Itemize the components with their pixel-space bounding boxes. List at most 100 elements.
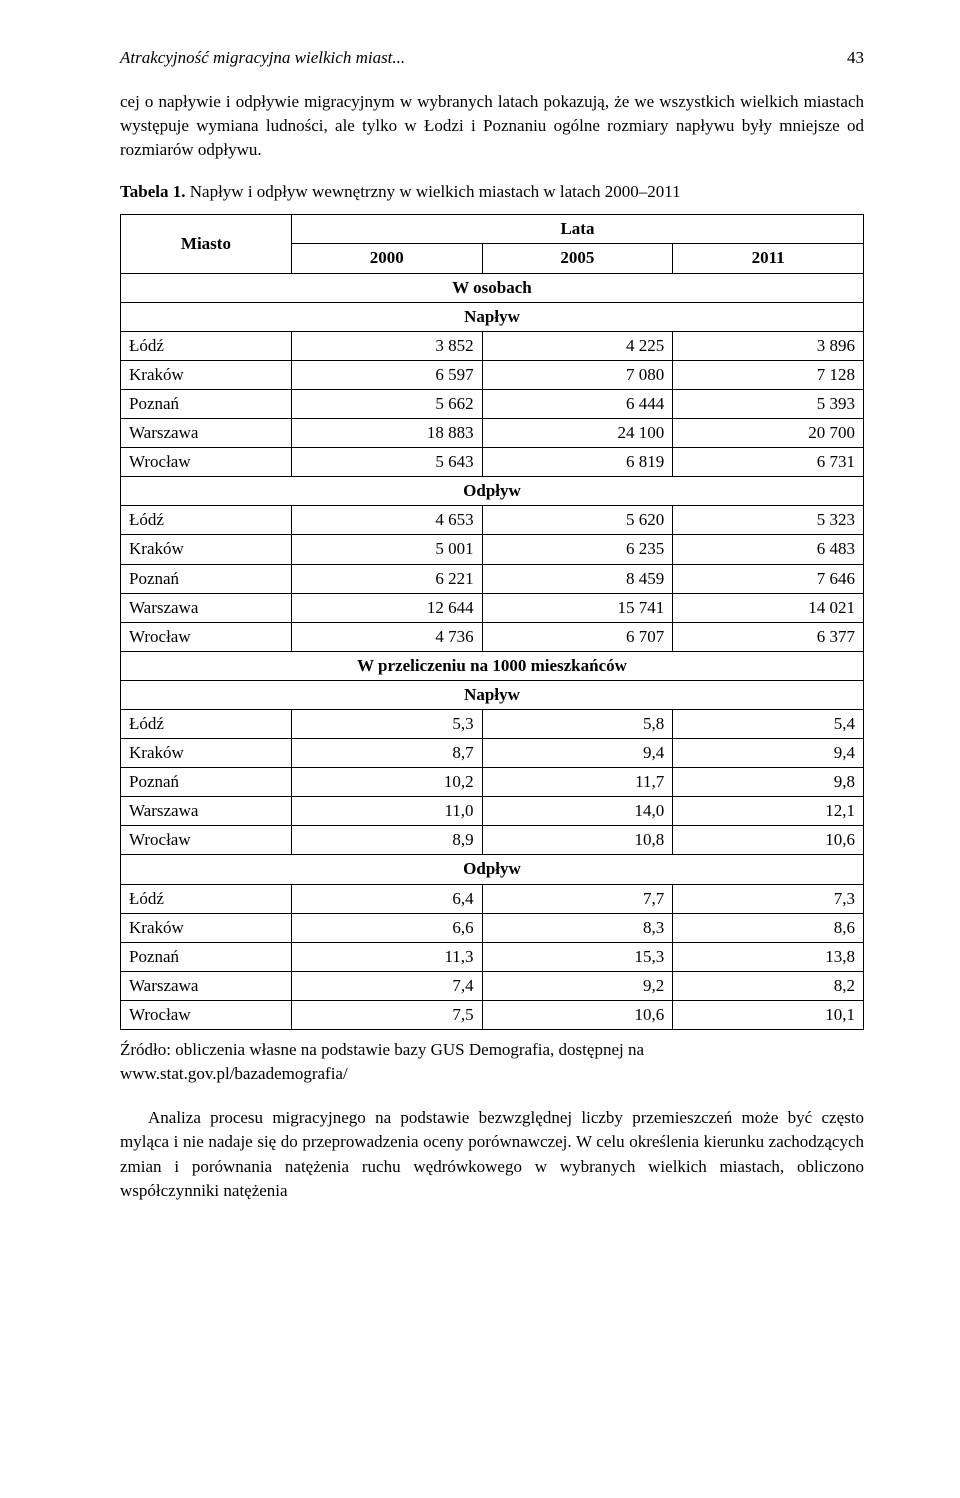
migration-table: Miasto Lata 2000 2005 2011 W osobach Nap… xyxy=(120,214,864,1030)
table-caption-label: Tabela 1. xyxy=(120,182,186,201)
cell-city: Łódź xyxy=(121,506,292,535)
table-caption: Tabela 1. Napływ i odpływ wewnętrzny w w… xyxy=(120,182,864,202)
table-row: Warszawa18 88324 10020 700 xyxy=(121,419,864,448)
table-row: Łódź4 6535 6205 323 xyxy=(121,506,864,535)
cell-val: 8,9 xyxy=(291,826,482,855)
cell-city: Wrocław xyxy=(121,826,292,855)
table-row: Poznań6 2218 4597 646 xyxy=(121,564,864,593)
cell-val: 5,8 xyxy=(482,709,673,738)
table-row: Poznań5 6626 4445 393 xyxy=(121,389,864,418)
running-title: Atrakcyjność migracyjna wielkich miast..… xyxy=(120,48,405,68)
cell-val: 10,6 xyxy=(673,826,864,855)
cell-val: 5 393 xyxy=(673,389,864,418)
table-row: Łódź6,47,77,3 xyxy=(121,884,864,913)
table-row: Kraków5 0016 2356 483 xyxy=(121,535,864,564)
cell-val: 7,3 xyxy=(673,884,864,913)
table-row: Wrocław8,910,810,6 xyxy=(121,826,864,855)
cell-val: 6 707 xyxy=(482,622,673,651)
cell-city: Poznań xyxy=(121,389,292,418)
cell-val: 6 377 xyxy=(673,622,864,651)
cell-val: 10,6 xyxy=(482,1000,673,1029)
table-row: Łódź5,35,85,4 xyxy=(121,709,864,738)
cell-city: Warszawa xyxy=(121,419,292,448)
cell-city: Warszawa xyxy=(121,971,292,1000)
cell-val: 14,0 xyxy=(482,797,673,826)
cell-city: Poznań xyxy=(121,942,292,971)
section-per-1000: W przeliczeniu na 1000 mieszkańców xyxy=(121,651,864,680)
cell-val: 5 643 xyxy=(291,448,482,477)
cell-city: Warszawa xyxy=(121,593,292,622)
table-row: Warszawa7,49,28,2 xyxy=(121,971,864,1000)
section-naplyw-2: Napływ xyxy=(121,680,864,709)
cell-val: 6 444 xyxy=(482,389,673,418)
cell-val: 6,4 xyxy=(291,884,482,913)
cell-val: 6 221 xyxy=(291,564,482,593)
cell-val: 5 323 xyxy=(673,506,864,535)
th-years: Lata xyxy=(291,215,863,244)
cell-val: 7,4 xyxy=(291,971,482,1000)
cell-val: 14 021 xyxy=(673,593,864,622)
table-row: Wrocław7,510,610,1 xyxy=(121,1000,864,1029)
th-2005: 2005 xyxy=(482,244,673,273)
cell-val: 20 700 xyxy=(673,419,864,448)
page: Atrakcyjność migracyjna wielkich miast..… xyxy=(0,0,960,1271)
cell-val: 11,0 xyxy=(291,797,482,826)
cell-city: Kraków xyxy=(121,360,292,389)
cell-val: 4 225 xyxy=(482,331,673,360)
cell-val: 6 235 xyxy=(482,535,673,564)
table-row: Wrocław5 6436 8196 731 xyxy=(121,448,864,477)
cell-val: 12 644 xyxy=(291,593,482,622)
cell-val: 8,7 xyxy=(291,739,482,768)
cell-val: 13,8 xyxy=(673,942,864,971)
cell-city: Poznań xyxy=(121,768,292,797)
cell-val: 7,7 xyxy=(482,884,673,913)
section-w-osobach: W osobach xyxy=(121,273,864,302)
cell-val: 15,3 xyxy=(482,942,673,971)
cell-city: Warszawa xyxy=(121,797,292,826)
table-row: Poznań10,211,79,8 xyxy=(121,768,864,797)
cell-val: 6,6 xyxy=(291,913,482,942)
cell-val: 7 080 xyxy=(482,360,673,389)
th-2000: 2000 xyxy=(291,244,482,273)
table-row: Warszawa11,014,012,1 xyxy=(121,797,864,826)
cell-val: 8,6 xyxy=(673,913,864,942)
table-row: Poznań11,315,313,8 xyxy=(121,942,864,971)
cell-val: 6 597 xyxy=(291,360,482,389)
cell-val: 8,3 xyxy=(482,913,673,942)
cell-city: Łódź xyxy=(121,884,292,913)
cell-city: Łódź xyxy=(121,331,292,360)
cell-val: 3 852 xyxy=(291,331,482,360)
cell-val: 7 646 xyxy=(673,564,864,593)
cell-val: 6 483 xyxy=(673,535,864,564)
table-row: Kraków8,79,49,4 xyxy=(121,739,864,768)
cell-val: 11,7 xyxy=(482,768,673,797)
table-row: Wrocław4 7366 7076 377 xyxy=(121,622,864,651)
cell-val: 8 459 xyxy=(482,564,673,593)
cell-val: 11,3 xyxy=(291,942,482,971)
section-odplyw-1: Odpływ xyxy=(121,477,864,506)
cell-val: 5 662 xyxy=(291,389,482,418)
cell-val: 9,4 xyxy=(482,739,673,768)
cell-val: 5 001 xyxy=(291,535,482,564)
cell-val: 9,4 xyxy=(673,739,864,768)
cell-city: Kraków xyxy=(121,739,292,768)
table-source: Źródło: obliczenia własne na podstawie b… xyxy=(120,1038,864,1086)
cell-val: 5,4 xyxy=(673,709,864,738)
cell-val: 9,8 xyxy=(673,768,864,797)
running-head: Atrakcyjność migracyjna wielkich miast..… xyxy=(120,48,864,68)
paragraph-2: Analiza procesu migracyjnego na podstawi… xyxy=(120,1106,864,1203)
cell-city: Kraków xyxy=(121,913,292,942)
cell-val: 7 128 xyxy=(673,360,864,389)
cell-city: Kraków xyxy=(121,535,292,564)
cell-val: 9,2 xyxy=(482,971,673,1000)
cell-val: 3 896 xyxy=(673,331,864,360)
cell-val: 10,1 xyxy=(673,1000,864,1029)
table-row: Kraków6,68,38,6 xyxy=(121,913,864,942)
th-city: Miasto xyxy=(121,215,292,273)
table-row: Warszawa12 64415 74114 021 xyxy=(121,593,864,622)
table-row: Łódź3 8524 2253 896 xyxy=(121,331,864,360)
cell-city: Łódź xyxy=(121,709,292,738)
cell-val: 7,5 xyxy=(291,1000,482,1029)
cell-city: Wrocław xyxy=(121,622,292,651)
cell-val: 4 653 xyxy=(291,506,482,535)
